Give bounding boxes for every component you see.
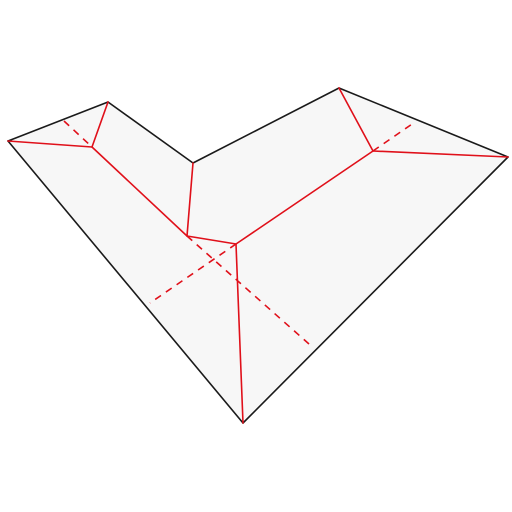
eave-edge-right-bottom [242, 156, 509, 424]
hip-right-end-b [372, 150, 509, 158]
eave-edge-left-top [7, 101, 109, 142]
eave-edge-right-top [338, 87, 509, 158]
hidden-line-right-end [372, 121, 416, 152]
hidden-line-cross-b [186, 235, 310, 345]
eave-edge-left-bottom [7, 140, 244, 424]
valley-inner [186, 162, 194, 237]
ridge-right-wing [235, 150, 374, 245]
roof-outline [7, 87, 509, 424]
hip-left-end-a [7, 140, 93, 148]
roof-surface [8, 88, 508, 423]
hip-left-end-b [91, 101, 109, 148]
hip-front-corner [235, 243, 244, 424]
hidden-line-left-end [63, 120, 93, 148]
eave-edge-inner-left [107, 101, 194, 164]
ridge-left-wing [91, 146, 188, 237]
roof-ridges [7, 87, 509, 424]
roof-hidden-lines [63, 120, 416, 345]
eave-edge-inner-right [192, 87, 340, 164]
hip-right-end-a [338, 87, 374, 152]
ridge-junction [186, 235, 237, 245]
hidden-line-cross-a [149, 243, 237, 304]
